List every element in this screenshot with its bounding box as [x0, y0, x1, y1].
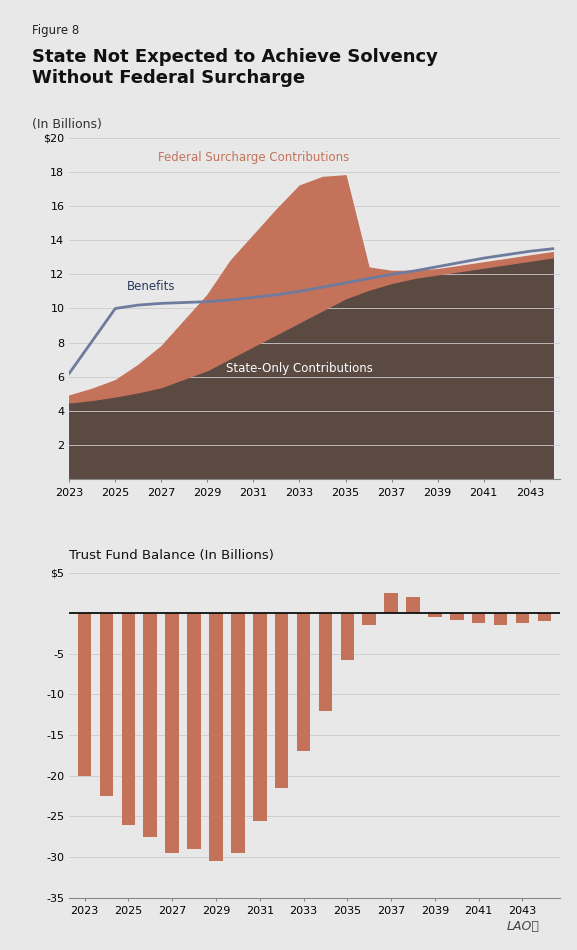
Text: Figure 8: Figure 8 — [32, 24, 79, 37]
Bar — [472, 613, 485, 623]
Bar — [275, 613, 288, 788]
Text: Benefits: Benefits — [127, 280, 175, 293]
Text: State Not Expected to Achieve Solvency
Without Federal Surcharge: State Not Expected to Achieve Solvency W… — [32, 48, 437, 87]
Bar — [319, 613, 332, 711]
Bar — [253, 613, 267, 821]
Bar — [100, 613, 113, 796]
Bar — [231, 613, 245, 853]
Text: Trust Fund Balance (In Billions): Trust Fund Balance (In Billions) — [69, 549, 274, 561]
Bar — [428, 613, 441, 618]
Bar — [340, 613, 354, 660]
Bar — [78, 613, 91, 776]
Text: LAO␤: LAO␤ — [507, 920, 539, 933]
Bar — [166, 613, 179, 853]
Bar — [406, 597, 420, 613]
Text: State-Only Contributions: State-Only Contributions — [226, 362, 373, 374]
Bar — [516, 613, 529, 623]
Bar — [188, 613, 201, 849]
Text: (In Billions): (In Billions) — [32, 118, 102, 131]
Bar — [144, 613, 157, 837]
Text: Federal Surcharge Contributions: Federal Surcharge Contributions — [158, 151, 349, 164]
Bar — [297, 613, 310, 751]
Bar — [384, 593, 398, 613]
Bar — [494, 613, 507, 624]
Bar — [209, 613, 223, 861]
Bar — [362, 613, 376, 625]
Bar — [538, 613, 551, 621]
Bar — [450, 613, 463, 619]
Bar — [122, 613, 135, 825]
